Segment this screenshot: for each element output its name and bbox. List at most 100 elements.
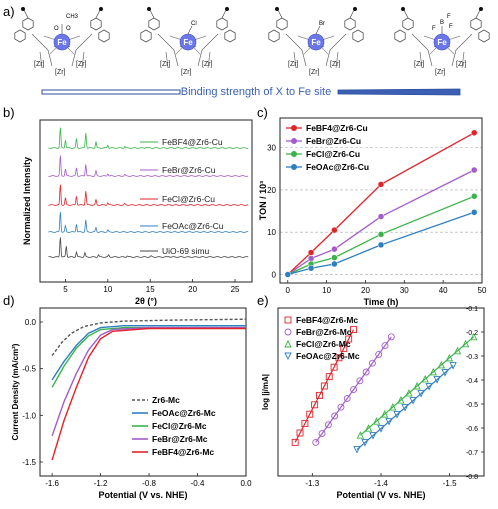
phenyl-ring <box>14 29 26 43</box>
zr-label: [Zr] <box>414 61 425 68</box>
x-tick-label: -1.4 <box>374 479 388 488</box>
tafel-point <box>330 363 338 371</box>
tafel-point <box>353 446 361 454</box>
y-tick-label: -0.8 <box>466 474 478 481</box>
bond <box>475 9 481 19</box>
phenyl-ring <box>402 17 414 31</box>
zr-label: [Zr] <box>160 61 171 68</box>
y-tick-label: 0.0 <box>25 318 37 327</box>
legend-marker <box>291 164 297 170</box>
tafel-point <box>449 362 457 370</box>
tafel-point <box>345 335 353 343</box>
tafel-point <box>381 342 389 350</box>
zr-label: [Zr] <box>34 61 45 68</box>
tafel-point <box>387 333 395 341</box>
bond <box>23 9 29 19</box>
panel-label-e: e) <box>257 293 269 308</box>
tafel-point <box>397 396 405 404</box>
pxrd-trace <box>48 212 249 233</box>
plot-frame <box>39 307 247 477</box>
y-axis-label: Normalized Intensity <box>22 157 32 245</box>
zr-label: [Zr] <box>309 69 320 76</box>
bond <box>277 9 283 19</box>
chart-d-lsv: -1.6 -1.2 -0.8 -0.4 0.0 0.0 -0.5 -1.0 -1.5 Potent… <box>11 307 252 500</box>
panel-label-c: c) <box>257 105 268 120</box>
y-tick-label: -0.6 <box>466 426 478 433</box>
y-tick-label: 30 <box>267 144 276 153</box>
tafel-point <box>461 339 470 348</box>
legend-label: FeBr@Zr6-Cu <box>306 136 361 146</box>
terminal-dot <box>275 7 279 11</box>
x-tick-label: -1.5 <box>443 479 457 488</box>
y-tick-label: -0.2 <box>466 330 478 337</box>
y-axis-label: TON / 10³ <box>258 181 268 220</box>
y-tick-label: -1.5 <box>22 458 36 467</box>
y-tick-label: -0.5 <box>22 365 36 374</box>
zr-label: [Zr] <box>435 69 446 76</box>
ton-point <box>331 245 338 253</box>
tafel-point <box>429 367 437 376</box>
bond <box>411 33 429 51</box>
bond <box>403 9 409 19</box>
phenyl-ring <box>394 29 406 43</box>
tafel-point <box>377 425 385 433</box>
terminal-dot <box>353 7 357 11</box>
bond <box>335 51 339 69</box>
pxrd-trace <box>48 127 249 149</box>
bond <box>187 25 193 35</box>
chart-c-ton: 0 10 20 30 0 10 20 30 40 50 Time (h) TON / 10³ FeBF4… <box>258 117 487 307</box>
ton-point <box>284 271 292 278</box>
lsv-curve <box>51 327 246 461</box>
bond <box>427 49 433 67</box>
tafel-point <box>318 430 326 438</box>
lsv-curve <box>51 325 246 381</box>
legend-label: FeOAc@Zr6-Mc <box>296 351 360 361</box>
legend-label: FeCl@Zr6-Cu <box>162 194 215 204</box>
x-tick-label: 5 <box>63 285 68 294</box>
ton-point <box>331 260 338 268</box>
phenyl-ring <box>470 17 482 31</box>
ton-point <box>377 231 385 238</box>
tafel-point <box>306 410 314 418</box>
phenyl-ring <box>344 17 356 31</box>
bond <box>301 49 307 67</box>
bond <box>455 33 473 51</box>
terminal-dot <box>21 7 25 11</box>
y-tick-label: -0.3 <box>466 354 478 361</box>
phenyl-ring <box>90 17 102 31</box>
tafel-point <box>320 382 328 390</box>
phenyl-ring <box>98 29 110 43</box>
phenyl-ring <box>148 17 160 31</box>
x-tick-label: 10 <box>103 285 112 294</box>
chart-e-tafel: -1.3 -1.4 -1.5 -0.1 -0.2 -0.3 -0.4 -0.5 -0.6 -0.7… <box>261 306 485 500</box>
legend-label: FeCl@Zr6-Mc <box>152 421 207 431</box>
legend-label: FeBF4@Zr6-Mc <box>152 447 214 457</box>
tafel-point <box>413 381 421 390</box>
tafel-point <box>296 429 304 437</box>
legend-label: FeBF4@Zr6-Cu <box>162 137 223 147</box>
tafel-point <box>343 394 351 402</box>
legend-marker <box>291 151 297 157</box>
legend-marker <box>291 125 297 131</box>
fe-label: Fe <box>183 38 193 47</box>
ton-point <box>470 166 478 174</box>
ligand-atom: F <box>449 24 453 30</box>
x-tick-label: 40 <box>439 286 448 295</box>
tafel-point <box>385 418 393 426</box>
bond <box>75 33 93 51</box>
tafel-point <box>441 369 449 377</box>
tafel-point <box>284 316 292 324</box>
bond <box>39 51 43 69</box>
panel-label-d: d) <box>3 293 15 308</box>
tafel-point <box>361 439 369 447</box>
tafel-point <box>340 344 348 352</box>
bond <box>197 49 203 67</box>
ligand-atom: O <box>66 26 71 32</box>
legend-label: UiO-69 simu <box>162 246 210 256</box>
tafel-fit-line <box>356 365 454 451</box>
phenyl-ring <box>216 17 228 31</box>
bond <box>165 51 169 69</box>
terminal-dot <box>479 7 483 11</box>
